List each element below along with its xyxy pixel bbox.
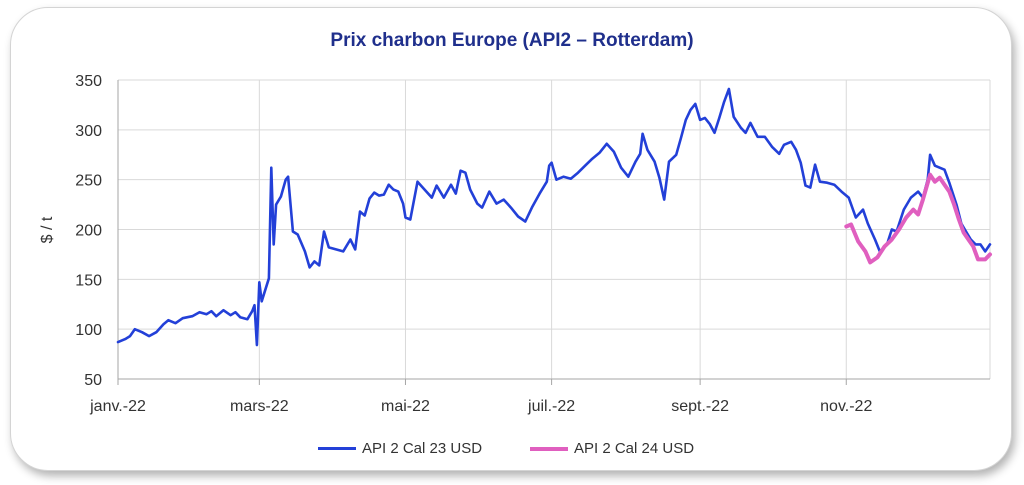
legend-swatch-cal23	[318, 447, 356, 450]
grid-layer	[118, 79, 991, 380]
y-tick-label: 250	[75, 173, 102, 190]
y-tick-label: 350	[75, 73, 102, 90]
legend-item-cal23: API 2 Cal 23 USD	[318, 440, 482, 457]
legend-label-cal23: API 2 Cal 23 USD	[362, 440, 483, 457]
legend-swatch-cal24	[530, 446, 568, 451]
series-line-cal23	[116, 87, 992, 347]
series-layer	[116, 87, 992, 347]
y-tick-label: 50	[84, 372, 102, 389]
x-tick-label: janv.-22	[89, 398, 146, 415]
x-tick-label: nov.-22	[820, 398, 872, 415]
chart-card	[10, 7, 1012, 471]
y-axis-label: $ / t	[39, 216, 56, 243]
y-tick-label: 300	[75, 123, 102, 140]
y-tick-label: 200	[75, 223, 102, 240]
x-tick-label: juil.-22	[527, 398, 575, 415]
chart-title: Prix charbon Europe (API2 – Rotterdam)	[330, 30, 694, 51]
x-tick-label: mars-22	[230, 398, 289, 415]
y-tick-label: 100	[75, 322, 102, 339]
chart-legend: API 2 Cal 23 USD API 2 Cal 24 USD	[0, 440, 1024, 462]
legend-label-cal24: API 2 Cal 24 USD	[574, 440, 695, 457]
legend-item-cal24: API 2 Cal 24 USD	[530, 440, 694, 457]
series-line-cal24	[844, 172, 992, 265]
x-tick-label: sept.-22	[671, 398, 729, 415]
axis-layer: 50 100 150 200 250 300 350 janv.-22 mars-22 mai-2…	[75, 73, 990, 415]
y-tick-label: 150	[75, 272, 102, 289]
x-tick-label: mai-22	[381, 398, 430, 415]
